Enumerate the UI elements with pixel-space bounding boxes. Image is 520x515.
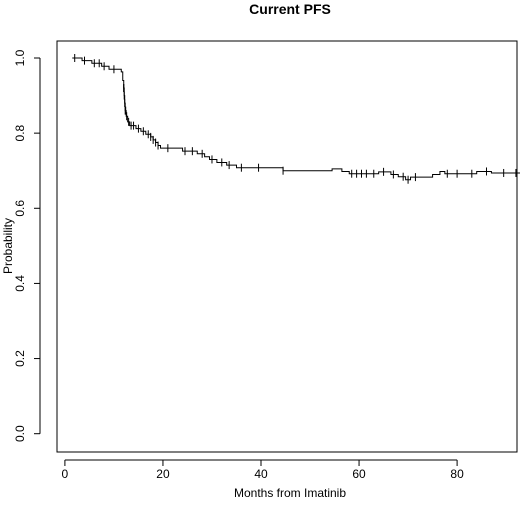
y-axis-ticks: 0.0 0.2 0.4 0.6 0.8 1.0 (13, 49, 40, 442)
x-tick-label: 40 (254, 467, 268, 481)
chart-title: Current PFS (249, 1, 331, 17)
plot-area (72, 54, 520, 184)
y-tick-label: 0.2 (13, 350, 27, 367)
plot-frame (56, 40, 518, 453)
survival-curve (72, 57, 520, 181)
x-tick-label: 0 (62, 467, 69, 481)
y-tick-label: 0.0 (13, 425, 27, 442)
x-axis-label: Months from Imatinib (234, 486, 346, 500)
x-tick-label: 20 (156, 467, 170, 481)
y-tick-label: 1.0 (13, 49, 27, 66)
y-tick-label: 0.6 (13, 200, 27, 217)
x-axis-ticks: 0 20 40 60 80 (62, 460, 464, 481)
y-tick-label: 0.4 (13, 275, 27, 292)
x-tick-label: 80 (450, 467, 464, 481)
x-tick-label: 60 (352, 467, 366, 481)
y-tick-label: 0.8 (13, 124, 27, 141)
y-axis-label: Probability (1, 218, 15, 274)
